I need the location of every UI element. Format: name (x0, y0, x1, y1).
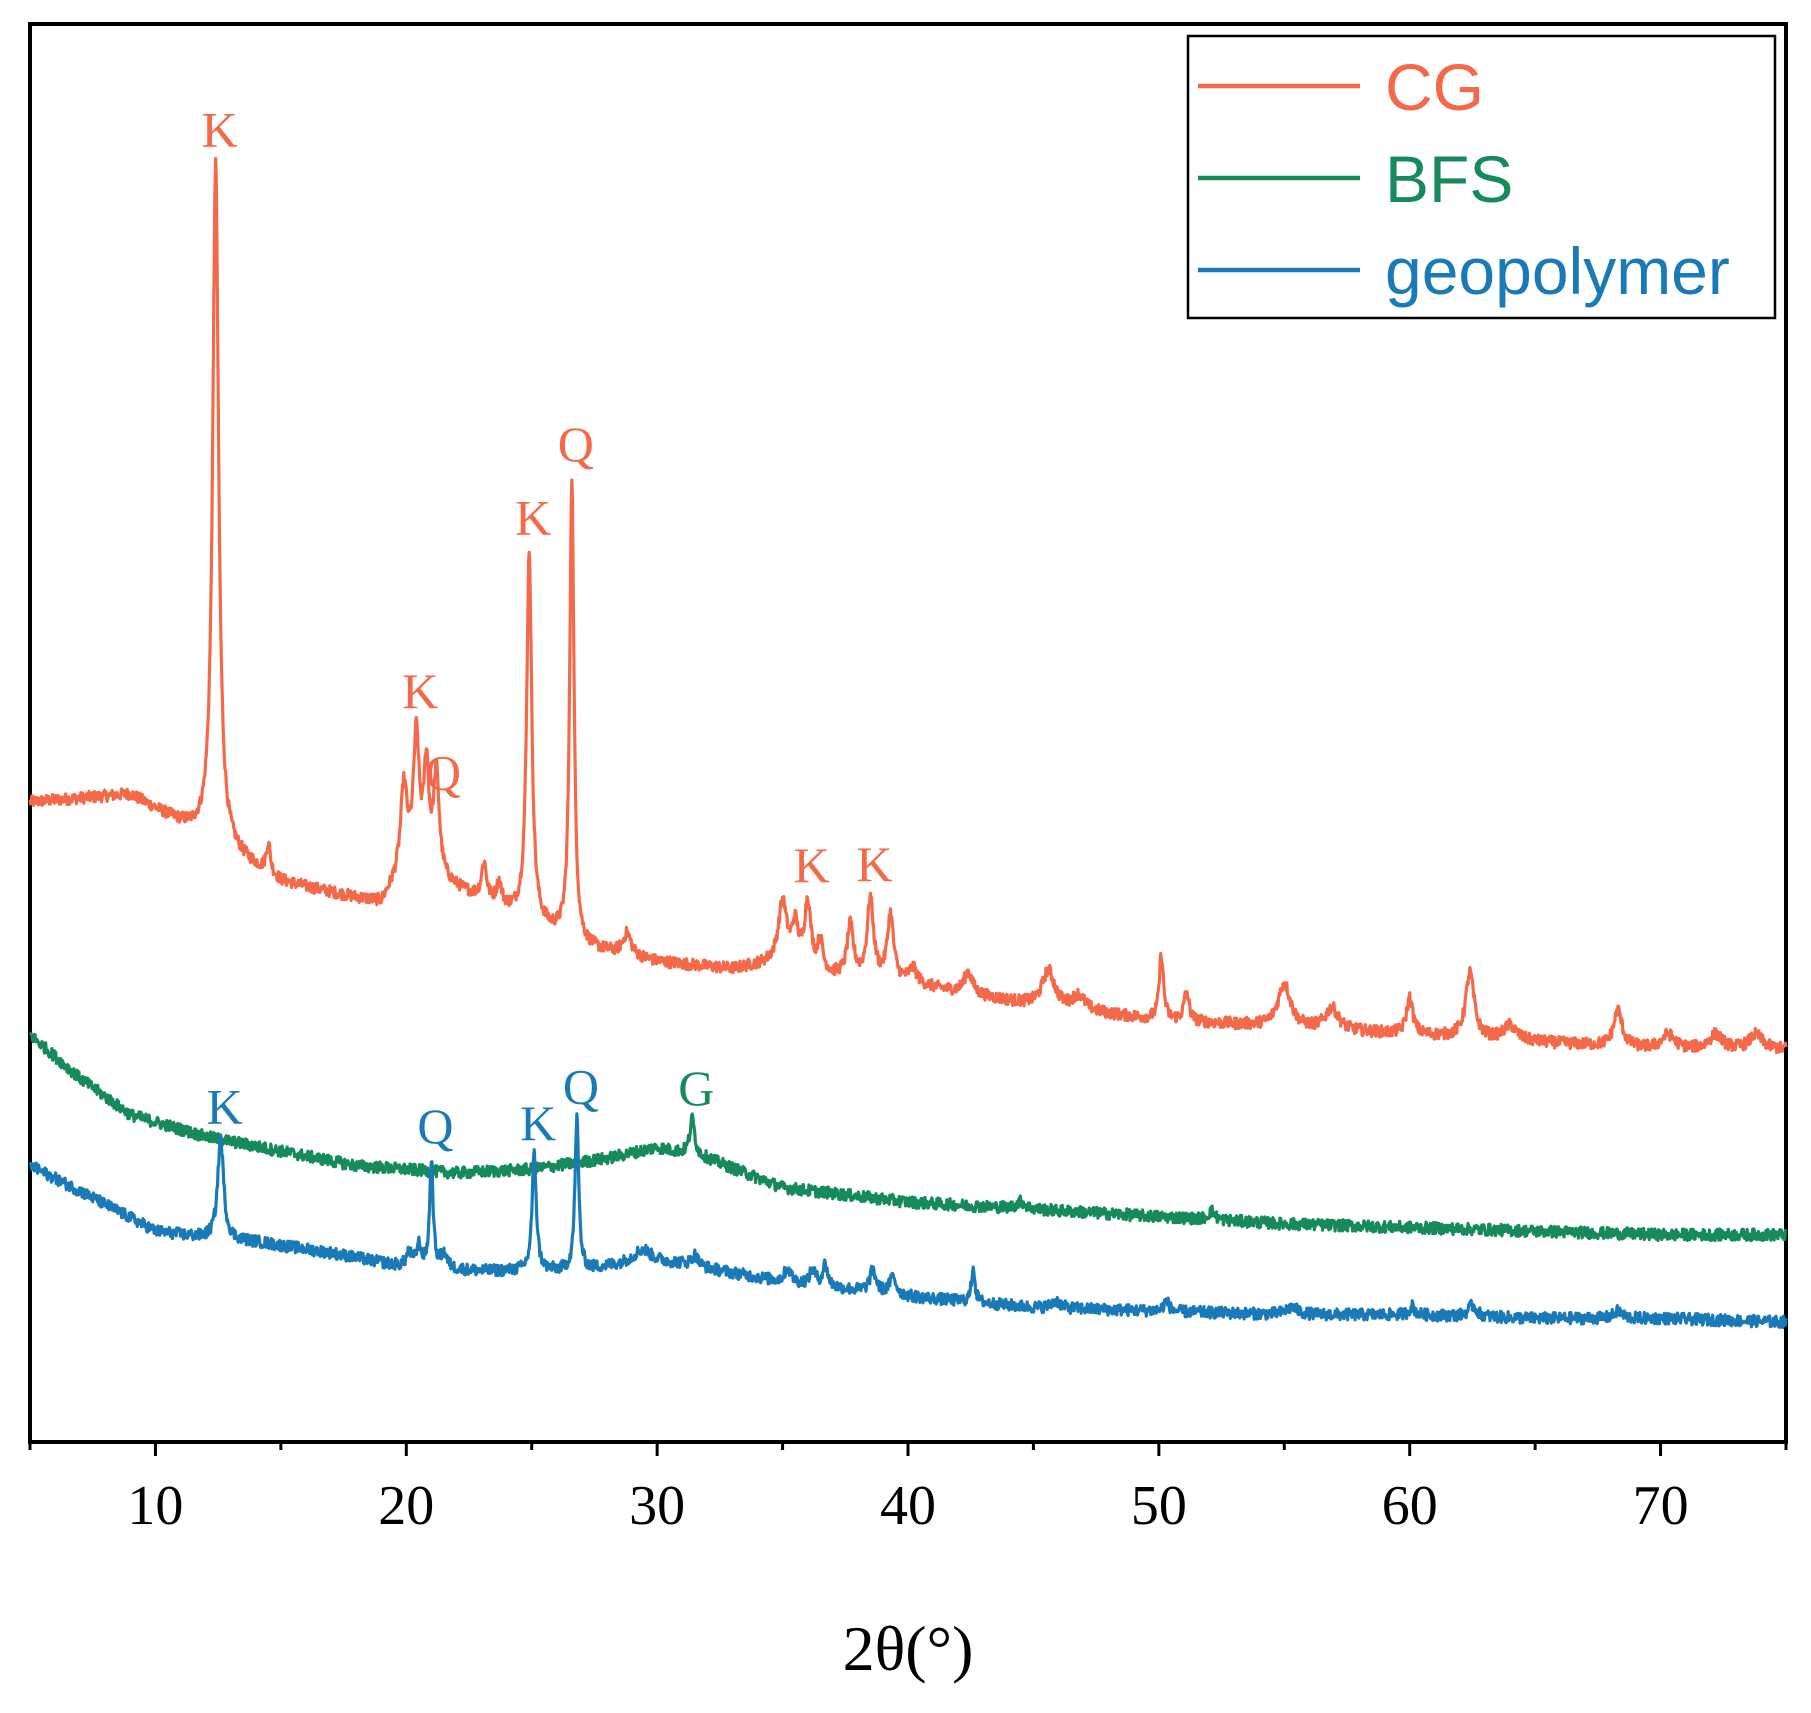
peak-label-CG-2: Q (425, 745, 461, 801)
peak-label-CG-1: K (402, 663, 438, 719)
legend-label-CG: CG (1385, 50, 1484, 124)
peak-label-CG-4: Q (558, 416, 594, 472)
x-axis-ticks (28, 1442, 1788, 1456)
series-line-CG (28, 156, 1788, 1055)
x-tick-label-10: 10 (127, 1475, 183, 1537)
x-tick-label-50: 50 (1131, 1475, 1187, 1537)
x-tick-label-60: 60 (1382, 1475, 1438, 1537)
peak-label-CG-5: K (794, 837, 830, 893)
legend: CG BFS geopolymer (1186, 34, 1777, 320)
peak-label-CG-6: K (856, 836, 892, 892)
x-axis-tick-labels: 10 20 30 40 50 60 70 (127, 1475, 1688, 1537)
legend-label-geopolymer: geopolymer (1385, 234, 1730, 308)
peak-label-CG-3: K (515, 490, 551, 546)
x-tick-label-70: 70 (1633, 1475, 1689, 1537)
peak-label-geopolymer-8: K (207, 1079, 243, 1135)
peak-label-geopolymer-11: Q (563, 1059, 599, 1115)
x-tick-label-30: 30 (629, 1475, 685, 1537)
legend-label-BFS: BFS (1385, 142, 1513, 216)
peak-label-BFS-7: G (678, 1060, 714, 1116)
x-tick-label-20: 20 (378, 1475, 434, 1537)
x-tick-label-40: 40 (880, 1475, 936, 1537)
series-lines (28, 156, 1788, 1330)
peak-label-geopolymer-10: K (520, 1095, 556, 1151)
peak-label-CG-0: K (202, 101, 238, 157)
x-axis-title: 2θ(°) (843, 1613, 974, 1684)
series-line-BFS (28, 1032, 1788, 1243)
series-line-geopolymer (28, 1112, 1788, 1330)
peak-label-geopolymer-9: Q (417, 1098, 453, 1154)
